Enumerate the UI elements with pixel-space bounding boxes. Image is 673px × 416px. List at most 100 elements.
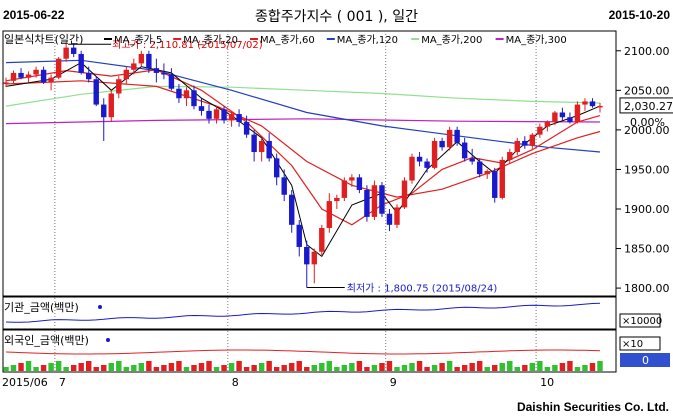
sub2-bar [574, 367, 581, 371]
sub2-legend-dot [106, 338, 110, 342]
candle-body [93, 79, 99, 105]
candle-body [484, 171, 490, 175]
sub2-bar [266, 361, 272, 371]
x-axis-label: 9 [390, 376, 397, 389]
candle-body [537, 126, 543, 135]
sub2-bar [191, 365, 197, 371]
sub2-value-box [620, 353, 670, 367]
candle-body [168, 74, 175, 89]
candle-body [86, 72, 92, 80]
sub1-line [5, 302, 601, 323]
candle-body [499, 159, 505, 198]
x-axis-label: 8 [232, 376, 239, 389]
sub2-bar [296, 361, 302, 371]
sub2-bar [258, 363, 265, 371]
candle-body [251, 134, 257, 153]
sub2-bar [123, 367, 130, 371]
ma300-line [5, 118, 601, 125]
sub2-bar [409, 363, 415, 371]
sub2-bar [183, 367, 190, 371]
high-label: 최고가 : 2,110.81 (2015/07/02) [112, 39, 263, 51]
legend-label: MA_종가,120 [337, 34, 398, 46]
candle-body [123, 69, 130, 80]
candle-body [258, 140, 265, 153]
candle-body [55, 58, 62, 78]
sub2-bar [544, 367, 551, 371]
sub2-bar [146, 361, 152, 371]
candle-body [567, 117, 573, 122]
sub2-bar [273, 367, 280, 371]
sub2-bar [364, 367, 370, 371]
candle-body [176, 88, 182, 99]
sub2-bar [78, 363, 84, 371]
candle-body [334, 197, 340, 202]
sub2-bar [228, 363, 235, 371]
sub2-bar [18, 363, 24, 371]
sub2-bar [529, 363, 536, 371]
low-label: 최저가 : 1,800.75 (2015/08/24) [347, 282, 498, 294]
candle-body [153, 68, 160, 73]
sub2-bar [319, 363, 325, 371]
sub2-bar [394, 367, 400, 371]
candle-body [70, 47, 77, 54]
sub2-bar [213, 367, 220, 371]
candle-body [108, 93, 114, 118]
sub2-bar [281, 365, 287, 371]
candle-body [33, 69, 39, 75]
sub2-bar [304, 367, 310, 371]
legend-label: MA_종가,60 [260, 34, 315, 46]
sub2-bar [567, 361, 573, 371]
candle-body [146, 53, 152, 69]
candle-body [266, 140, 272, 159]
sub2-bar [289, 363, 295, 371]
sub2-bar [379, 363, 385, 371]
sub2-bar [356, 361, 363, 371]
candle-body [191, 90, 197, 107]
sub2-bar [311, 365, 317, 371]
ma200-line [5, 85, 601, 107]
candle-body [273, 158, 280, 178]
sub2-bar [33, 367, 39, 371]
sub2-bar [371, 365, 378, 371]
sub1-label: 기관_금액(백만) [4, 301, 79, 314]
sub2-bar [552, 365, 558, 371]
sub2-bar [138, 363, 145, 371]
candle-body [213, 109, 220, 119]
candle-body [582, 101, 588, 105]
candle-body [304, 246, 310, 265]
sub2-tag: ×10 [622, 339, 643, 350]
candle-body [401, 180, 408, 208]
sub2-bar [326, 361, 333, 371]
candle-body [507, 152, 513, 160]
sub-panel-1-frame [2, 296, 617, 330]
candle-body [319, 227, 325, 252]
sub2-bar [206, 361, 212, 371]
y-tick-label: 1950.00 [624, 163, 670, 176]
sub2-tag-box [619, 336, 661, 351]
sub2-bar [476, 361, 483, 371]
candle-body [492, 171, 498, 198]
candle-body [10, 72, 17, 81]
candle-body [25, 74, 32, 78]
sub2-bar [499, 363, 505, 371]
candle-body [228, 114, 235, 121]
sub2-bar [108, 363, 114, 371]
sub2-bar [349, 363, 355, 371]
sub2-bar [48, 363, 54, 371]
candle-body [597, 105, 603, 108]
chart-header: 2015-06-22 종합주가지수 ( 001 ), 일간 2015-10-20 [0, 0, 673, 30]
legend-label: MA_종가,200 [421, 34, 482, 46]
candle-body [63, 47, 69, 59]
candle-body [40, 69, 47, 83]
legend-label: MA_종가,300 [506, 34, 567, 46]
y-tick-label: 1900.00 [624, 203, 670, 216]
candle-body [574, 104, 581, 122]
sub2-bar [416, 361, 423, 371]
sub2-bar [251, 365, 257, 371]
sub2-bar [161, 365, 167, 371]
candle-body [469, 158, 475, 162]
sub2-bar [461, 365, 468, 371]
y-tick-label: 2050.00 [624, 84, 670, 97]
sub2-bar [153, 367, 160, 371]
